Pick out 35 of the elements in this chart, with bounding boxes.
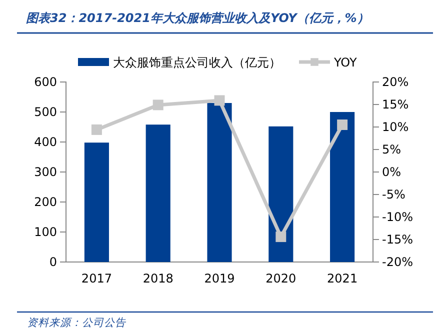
- x-tick-label: 2018: [142, 272, 174, 286]
- y2-tick-label: 20%: [382, 74, 409, 89]
- y2-tick-label: -5%: [382, 187, 406, 202]
- bar: [146, 124, 170, 262]
- y-tick-label: 400: [34, 134, 57, 149]
- bar: [84, 142, 109, 262]
- y2-tick-label: -10%: [382, 210, 414, 224]
- x-tick-label: 2021: [327, 272, 358, 286]
- y2-tick-label: 5%: [382, 142, 402, 156]
- point: [337, 120, 348, 130]
- chart-title: 图表32：2017-2021年大众服饰营业收入及YOY（亿元，%）: [26, 11, 369, 25]
- y-tick-label: 600: [34, 74, 57, 89]
- y2-tick-label: 15%: [382, 97, 409, 112]
- x-tick-label: 2017: [81, 272, 112, 286]
- point: [276, 232, 286, 242]
- x-tick-label: 2020: [266, 272, 296, 286]
- point: [214, 95, 225, 106]
- legend-label: YOY: [333, 56, 358, 70]
- bar: [330, 112, 355, 262]
- y-tick-label: 500: [34, 104, 57, 119]
- legend-label: 大众服饰重点公司收入（亿元）: [113, 56, 281, 70]
- point: [91, 124, 102, 135]
- y-tick-label: 0: [49, 254, 57, 269]
- bar: [207, 103, 232, 262]
- y2-tick-label: 0%: [382, 164, 402, 179]
- y-tick-label: 300: [34, 164, 57, 179]
- bar: [268, 126, 294, 262]
- y2-tick-label: 10%: [382, 120, 409, 134]
- y-tick-label: 200: [34, 194, 57, 209]
- y2-tick-label: -15%: [382, 232, 414, 246]
- point: [152, 100, 164, 110]
- x-tick-label: 2019: [204, 272, 235, 286]
- text: 资料来源：公司公告: [27, 317, 127, 329]
- y2-tick-label: -20%: [382, 254, 414, 269]
- y-tick-label: 100: [34, 224, 57, 239]
